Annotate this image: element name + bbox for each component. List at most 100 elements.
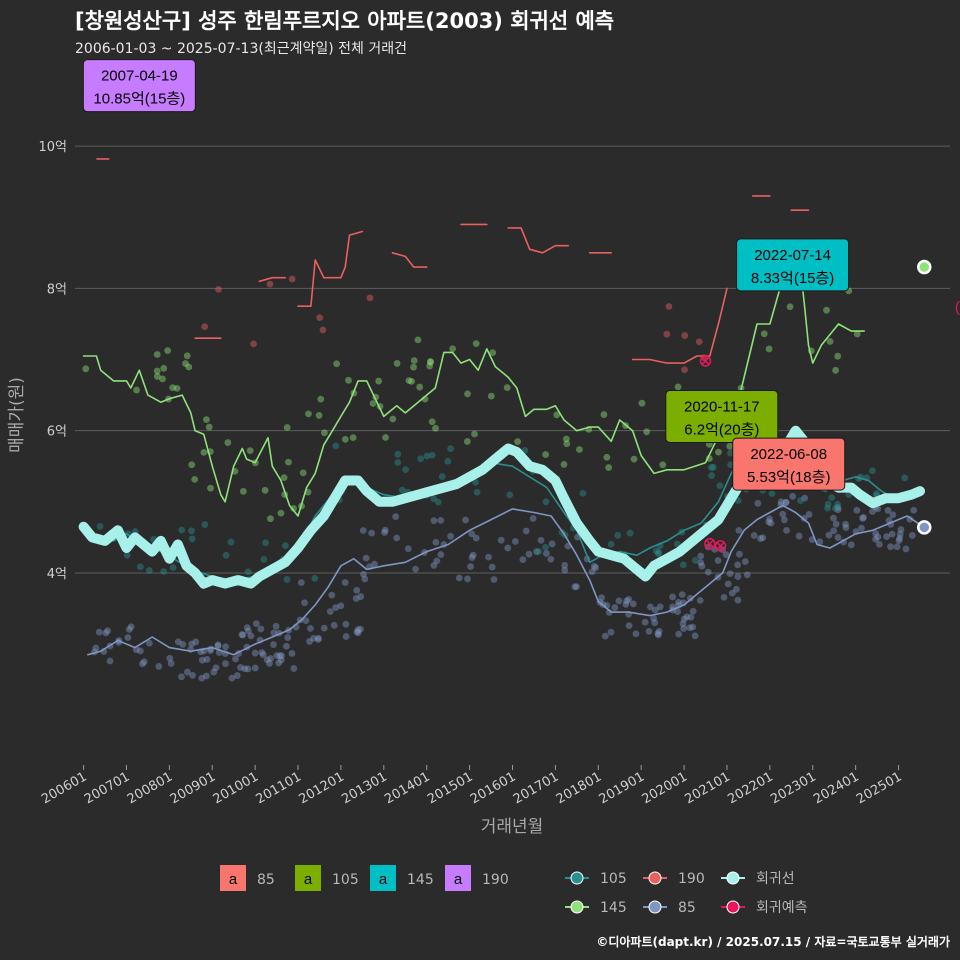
scatter-point-85: [306, 638, 313, 645]
scatter-point-145: [514, 438, 522, 446]
scatter-point-85: [315, 634, 322, 642]
scatter-point-85: [368, 529, 376, 537]
scatter-point-85: [214, 641, 222, 649]
scatter-point-105: [332, 442, 340, 450]
scatter-point-85: [244, 627, 252, 635]
scatter-point-145: [305, 410, 312, 418]
end-point-dot: [917, 520, 932, 535]
scatter-point-85: [750, 532, 758, 539]
x-tick-label: 200601: [39, 769, 89, 807]
scatter-point-190: [366, 294, 374, 302]
scatter-point-85: [893, 543, 901, 551]
scatter-point-85: [801, 494, 809, 502]
scatter-point-145: [239, 487, 247, 495]
scatter-point-145: [321, 429, 328, 437]
scatter-point-105: [160, 568, 168, 575]
scatter-point-85: [615, 597, 623, 605]
scatter-point-85: [872, 530, 880, 537]
scatter-point-145: [428, 418, 436, 426]
legend-swatch-glyph: a: [229, 871, 238, 888]
scatter-point-190: [681, 332, 689, 339]
scatter-point-85: [601, 632, 609, 640]
scatter-point-85: [244, 665, 252, 673]
scatter-point-85: [353, 586, 361, 594]
scatter-point-105: [394, 459, 402, 466]
scatter-point-85: [270, 629, 278, 637]
scatter-point-145: [224, 439, 232, 446]
scatter-point-145: [283, 424, 291, 431]
scatter-point-85: [734, 561, 742, 569]
scatter-point-145: [471, 430, 478, 438]
forecast-cross: [700, 356, 711, 366]
scatter-point-145: [191, 475, 199, 483]
legend-swatch-glyph: a: [304, 871, 313, 888]
scatter-point-85: [847, 541, 855, 549]
scatter-point-145: [345, 376, 352, 384]
x-tick-label: 202401: [811, 769, 861, 807]
scatter-point-145: [369, 400, 377, 407]
scatter-point-145: [489, 349, 497, 357]
scatter-point-105: [579, 489, 587, 497]
scatter-point-190: [201, 323, 209, 331]
scatter-point-85: [875, 540, 883, 548]
scatter-point-85: [139, 660, 146, 668]
scatter-point-85: [330, 621, 338, 629]
scatter-point-85: [887, 543, 894, 551]
scatter-point-85: [832, 520, 840, 528]
scatter-point-85: [842, 520, 849, 528]
scatter-point-145: [160, 364, 168, 372]
scatter-point-85: [326, 608, 334, 616]
scatter-point-145: [487, 392, 495, 400]
scatter-point-85: [697, 552, 705, 560]
scatter-point-105: [472, 478, 479, 486]
scatter-point-190: [663, 330, 671, 338]
callout-box: 2007-04-19 10.85억(15층): [82, 59, 196, 113]
scatter-point-85: [537, 536, 545, 544]
scatter-point-145: [542, 451, 550, 458]
legend-line-label: 105: [600, 871, 627, 887]
scatter-point-85: [741, 558, 749, 565]
scatter-point-105: [423, 452, 431, 460]
y-tick-label: 10억: [38, 140, 67, 155]
scatter-point-105: [542, 543, 549, 551]
scatter-point-105: [311, 574, 319, 582]
scatter-point-145: [503, 384, 511, 392]
scatter-point-85: [437, 551, 445, 558]
scatter-point-85: [897, 526, 905, 533]
scatter-point-85: [629, 600, 637, 608]
scatter-point-85: [722, 551, 730, 559]
scatter-point-85: [896, 534, 904, 542]
scatter-point-85: [622, 600, 630, 608]
callout-price: 6.2억(20층): [684, 421, 759, 438]
scatter-point-85: [106, 657, 114, 665]
legend-line-dot: [648, 871, 662, 885]
credit-text: ©디아파트(dapt.kr) / 2025.07.15 / 자료=국토교통부 실…: [596, 934, 950, 949]
scatter-point-85: [895, 537, 903, 544]
scatter-point-85: [222, 660, 229, 668]
scatter-point-145: [267, 515, 274, 523]
chart-title: [창원성산구] 성주 한림푸르지오 아파트(2003) 회귀선 예측: [75, 9, 614, 33]
legend-line-dot: [570, 900, 584, 914]
scatter-point-85: [830, 527, 838, 535]
scatter-point-85: [686, 594, 694, 602]
scatter-point-85: [734, 573, 742, 580]
scatter-point-85: [354, 626, 362, 634]
scatter-point-85: [241, 665, 249, 673]
callouts: 2007-04-19 10.85억(15층) 2022-07-14 8.33억(15층…: [82, 59, 850, 491]
scatter-point-145: [169, 384, 177, 392]
scatter-point-105: [691, 557, 699, 564]
forecast-marker: [699, 355, 712, 367]
scatter-point-145: [674, 383, 682, 391]
scatter-point-85: [468, 554, 476, 561]
scatter-point-85: [337, 602, 345, 610]
legend-line-dot: [570, 871, 584, 885]
scatter-point-85: [680, 615, 688, 623]
scatter-point-85: [611, 604, 619, 611]
scatter-point-145: [315, 412, 323, 419]
legend-line-dot: [648, 900, 662, 914]
grid: [75, 145, 950, 574]
end-labels: 83,000(~145㎡)46,400(~85㎡): [917, 259, 960, 576]
scatter-point-85: [198, 674, 206, 682]
scatter-point-85: [734, 596, 742, 604]
scatter-point-105: [244, 568, 252, 576]
